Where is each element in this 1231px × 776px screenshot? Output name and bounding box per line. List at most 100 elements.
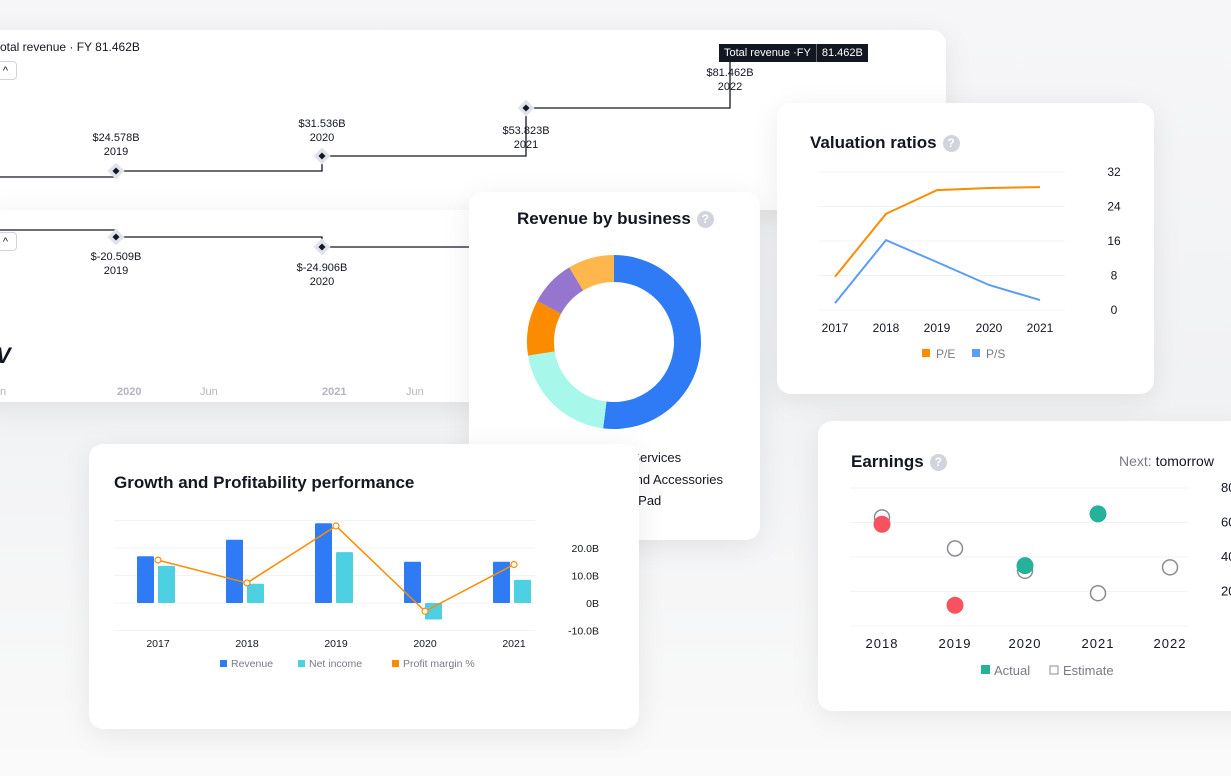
bar-net-income [425, 603, 442, 620]
bar-revenue [226, 539, 243, 603]
profit-margin-point [421, 607, 429, 615]
donut-slice [527, 301, 562, 356]
x-tick-label: 2020 [976, 321, 1003, 335]
point-value: $81.462B [706, 67, 754, 79]
estimate-point [946, 540, 964, 557]
income-step-line [0, 229, 470, 248]
point-year: 2022 [717, 81, 743, 93]
card-title: Growth and Profitability performance [114, 473, 415, 492]
x-tick-label: 2018 [866, 636, 899, 651]
chevron-up-icon: ^ [2, 65, 9, 77]
x-tick-label: 2020 [413, 638, 437, 650]
point-value: $31.536B [298, 118, 346, 130]
donut-slice [603, 255, 701, 429]
legend-label: P/E [936, 347, 955, 361]
revenue-header: otal revenue · FY 81.462B [0, 40, 140, 54]
valuation-ratios-card [777, 103, 1154, 394]
legend-swatch [922, 349, 930, 357]
x-tick-label: 2018 [873, 321, 900, 335]
bar-revenue [493, 561, 510, 603]
point-value: $24.578B [92, 132, 140, 144]
legend-label: Actual [994, 663, 1030, 678]
card-title: Revenue by business? [517, 209, 714, 229]
legend-swatch [220, 660, 227, 667]
net-income-panel [0, 210, 480, 402]
question-icon[interactable]: ? [929, 454, 947, 472]
question-icon[interactable]: ? [696, 211, 714, 229]
y-tick-label: 80 [1221, 480, 1231, 495]
revenue-point-label: $53.823B 2021 [502, 124, 549, 152]
time-axis-label: n [0, 386, 7, 398]
point-year: 2020 [309, 132, 335, 144]
legend-swatch [1049, 665, 1059, 675]
card-title: Earnings? [851, 452, 947, 472]
x-tick-label: 2021 [1082, 636, 1115, 651]
donut-slice [569, 255, 614, 291]
y-tick-label: 0B [586, 598, 599, 610]
legend-label: Net income [309, 658, 362, 670]
next-earnings: Next: tomorrow [1119, 453, 1214, 469]
point-marker [112, 167, 120, 175]
x-tick-label: 2019 [324, 638, 348, 650]
point-value: $-24.906B [296, 262, 348, 274]
y-tick-label: 20 [1221, 584, 1231, 599]
x-tick-label: 2017 [822, 321, 849, 335]
legend-swatch [981, 665, 990, 674]
legend-label: Revenue [231, 658, 273, 670]
growth-profitability-card [89, 444, 639, 729]
y-tick-label: 20.0B [572, 543, 599, 555]
revenue-point-label: $24.578B 2019 [92, 131, 139, 159]
legend-label: Services [631, 450, 682, 465]
point-year: 2019 [103, 265, 129, 277]
y-tick-label: 40 [1221, 549, 1231, 564]
x-tick-label: 2018 [235, 638, 259, 650]
point-marker [318, 152, 326, 160]
legend-swatch [972, 349, 980, 357]
x-tick-label: 2021 [502, 638, 526, 650]
legend-swatch [298, 660, 305, 667]
actual-point [946, 596, 964, 614]
bar-revenue [315, 523, 332, 603]
x-tick-label: 2022 [1154, 636, 1187, 651]
y-tick-label: 0 [1111, 303, 1118, 317]
legend-label: Profit margin % [403, 658, 475, 670]
legend-label: P/S [986, 347, 1005, 361]
time-axis-label: Jun [200, 386, 218, 398]
time-axis-label: 2021 [322, 386, 347, 398]
income-point-label: $-20.509B 2019 [91, 250, 142, 278]
profit-margin-point [510, 560, 518, 569]
revenue-tooltip: Total revenue ·FY 81.462B [719, 44, 868, 62]
donut-slice [528, 351, 607, 429]
x-tick-label: 2020 [1009, 636, 1042, 651]
card-title: Valuation ratios? [810, 133, 960, 153]
bar-net-income [336, 552, 353, 603]
logo: V [0, 343, 11, 369]
legend-label: Estimate [1063, 663, 1114, 678]
y-tick-label: 32 [1107, 165, 1121, 179]
actual-point [1016, 557, 1034, 575]
legend-label: iPad [635, 493, 662, 508]
chevron-up-icon: ^ [2, 236, 9, 248]
donut-slice [537, 267, 584, 314]
actual-point [1089, 505, 1107, 523]
collapse-button[interactable]: ^ [0, 232, 17, 251]
point-year: 2021 [513, 139, 539, 151]
x-tick-label: 2017 [146, 638, 170, 650]
legend-swatch [392, 660, 399, 667]
question-icon[interactable]: ? [942, 135, 960, 153]
profit-margin-point [154, 556, 162, 564]
y-tick-label: 16 [1107, 234, 1121, 248]
collapse-button[interactable]: ^ [0, 61, 17, 80]
point-marker [112, 233, 120, 241]
bar-revenue [137, 556, 154, 603]
revenue-point-label: $81.462B 2022 [706, 66, 753, 94]
bar-revenue [404, 561, 421, 603]
x-tick-label: 2021 [1027, 321, 1054, 335]
point-value: $53.823B [502, 125, 550, 137]
time-axis-label: 2020 [117, 386, 142, 398]
point-marker [522, 104, 530, 112]
